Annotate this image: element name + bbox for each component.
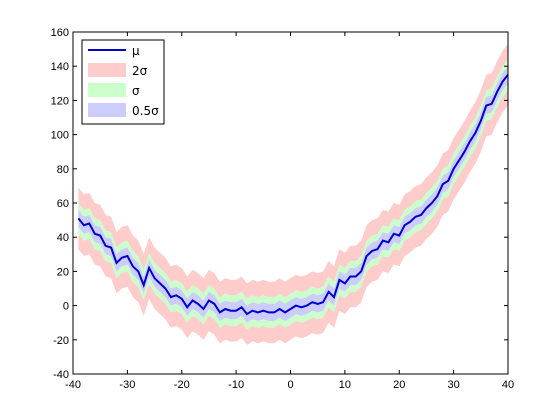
x-tick-label: 10	[339, 379, 351, 391]
y-tick-label: 140	[51, 61, 69, 73]
x-tick-label: 0	[287, 379, 293, 391]
y-tick-label: 40	[57, 232, 69, 244]
bands-layer	[78, 44, 509, 345]
x-tick-label: 20	[393, 379, 405, 391]
y-tick-label: 100	[51, 130, 69, 142]
y-tick-label: 60	[57, 198, 69, 210]
y-tick-label: 20	[57, 266, 69, 278]
legend-label: σ	[132, 84, 140, 98]
x-tick-label: 30	[448, 379, 460, 391]
legend-swatch-2σ	[88, 63, 126, 77]
x-tick-label: -20	[174, 379, 190, 391]
x-tick-label: -30	[119, 379, 135, 391]
x-tick-label: -10	[228, 379, 244, 391]
y-tick-label: 160	[51, 27, 69, 39]
y-tick-label: -40	[53, 369, 69, 381]
y-tick-label: 120	[51, 95, 69, 107]
y-tick-label: 80	[57, 164, 69, 176]
y-tick-label: 0	[63, 301, 69, 313]
series-mu-line	[77, 74, 509, 316]
series-layer	[77, 74, 509, 316]
legend: μ 2σ σ 0.5σ	[81, 39, 165, 125]
y-tick-label: -20	[53, 335, 69, 347]
legend-label: 2σ	[132, 64, 148, 78]
legend-label: μ	[132, 44, 140, 58]
x-tick-label: 40	[502, 379, 514, 391]
legend-label: 0.5σ	[132, 104, 159, 118]
x-tick-label: -40	[65, 379, 81, 391]
ticks-layer: -40 -30 -20 -10 0 10 20 30 40 -40 -20 0 20 40 60 80 100 1…	[51, 27, 514, 391]
legend-swatch-0.5σ	[88, 103, 126, 117]
legend-swatch-σ	[88, 83, 126, 97]
band-2σ	[78, 44, 509, 345]
